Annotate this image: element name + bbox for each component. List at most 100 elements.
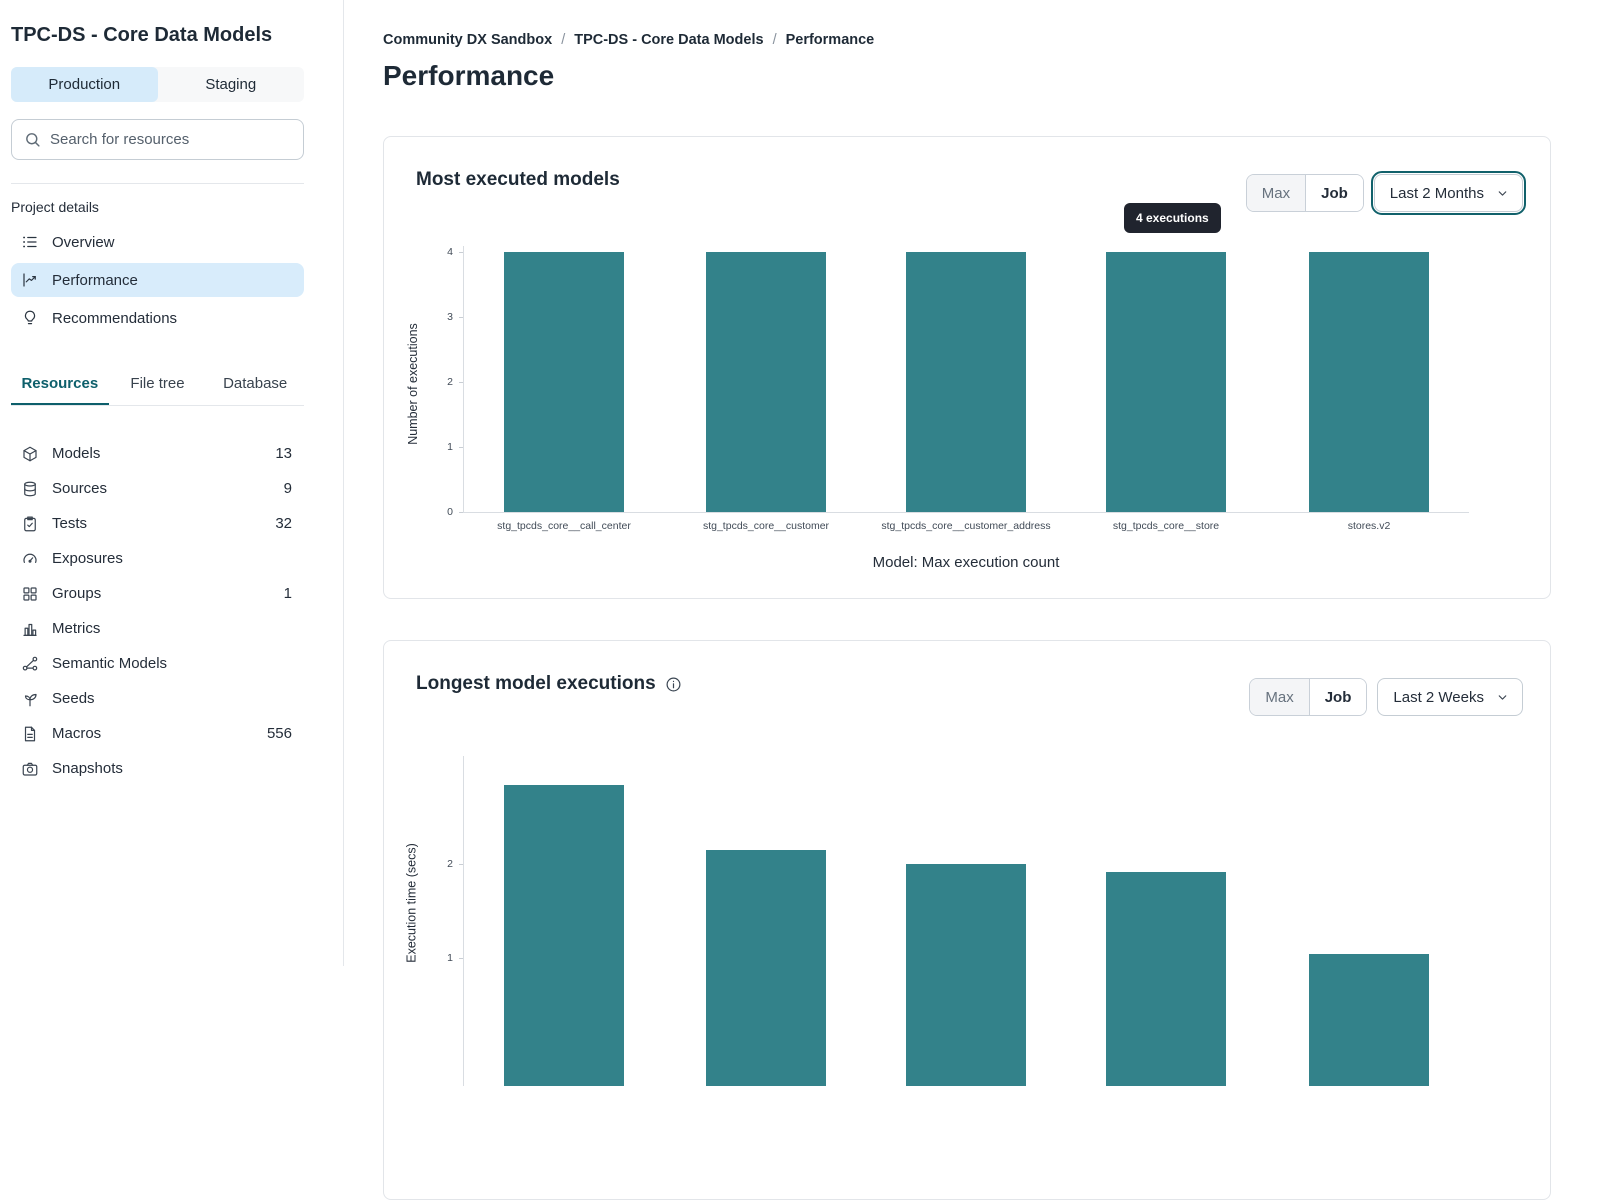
clipboard-icon: [21, 515, 39, 533]
resource-tabs: Resources File tree Database: [11, 367, 304, 406]
nav-item-label: Recommendations: [52, 309, 178, 327]
breadcrumb-link[interactable]: Community DX Sandbox: [383, 32, 553, 48]
y-tick-label: 0: [447, 506, 453, 518]
resource-count-badge: 556: [266, 725, 292, 742]
cube-icon: [21, 445, 39, 463]
graph-icon: [21, 655, 39, 673]
resource-item-sources[interactable]: Sources 9: [11, 471, 304, 506]
breadcrumb-separator: /: [772, 32, 777, 48]
resource-item-snapshots[interactable]: Snapshots: [11, 751, 304, 786]
y-tick-mark: [459, 317, 463, 318]
file-icon: [21, 725, 39, 743]
resource-item-metrics[interactable]: Metrics: [11, 611, 304, 646]
y-tick-mark: [459, 512, 463, 513]
search-input[interactable]: [50, 131, 291, 148]
project-nav: Overview Performance Recommendations: [11, 225, 304, 335]
resource-item-semantic-models[interactable]: Semantic Models: [11, 646, 304, 681]
sidebar-item-recommendations[interactable]: Recommendations: [11, 301, 304, 335]
nav-item-label: Overview: [52, 233, 115, 251]
resource-count-badge: 1: [283, 585, 292, 602]
y-axis-line: [463, 246, 464, 512]
tab-file-tree[interactable]: File tree: [130, 375, 185, 392]
sidebar: TPC-DS - Core Data Models Production Stag…: [0, 0, 344, 966]
chart1-timerange-dropdown[interactable]: Last 2 Months: [1370, 171, 1527, 215]
longest-model-executions-card: Longest model executions Max Job Last 2 …: [383, 640, 1551, 1200]
breadcrumb-link[interactable]: TPC-DS - Core Data Models: [574, 32, 764, 48]
chart2-toggle-group: Max Job: [1249, 678, 1368, 716]
x-tick-label: stg_tpcds_core__customer_address: [881, 520, 1051, 532]
y-tick-label: 4: [447, 246, 453, 258]
chart2-controls: Max Job Last 2 Weeks: [1249, 678, 1523, 716]
bar-stores.v2[interactable]: [1309, 252, 1429, 512]
y-tick-label: 1: [447, 441, 453, 453]
chart1-toggle-group: Max Job: [1245, 174, 1364, 212]
resource-item-exposures[interactable]: Exposures: [11, 541, 304, 576]
bar-model-5[interactable]: [1309, 953, 1429, 1086]
y-tick-mark: [459, 957, 463, 959]
chart2-plot: 1 2 Execution time (secs): [384, 641, 1550, 1199]
x-tick-label: stg_tpcds_core__customer: [702, 520, 830, 532]
y-tick-label: 1: [447, 951, 453, 964]
chevron-down-icon: [1498, 190, 1507, 196]
bar-stg_tpcds_core__store[interactable]: [1106, 252, 1226, 512]
chart1-controls: Max Job Last 2 Months: [1245, 171, 1527, 215]
bar-model-1[interactable]: [504, 784, 624, 1086]
nav-item-label: Performance: [52, 271, 138, 289]
env-tab-production[interactable]: Production: [11, 67, 158, 102]
bar-model-3[interactable]: [906, 863, 1026, 1086]
chart-tooltip: 4 executions: [1124, 203, 1221, 233]
bar-model-4[interactable]: [1106, 872, 1226, 1086]
chart1-plot: 0 1 2 3 4 stg_tpcds_core__call_center stg_tpcd…: [384, 137, 1550, 598]
resource-item-seeds[interactable]: Seeds: [11, 681, 304, 716]
chart1-job-button[interactable]: Job: [1306, 175, 1363, 211]
resource-item-label: Exposures: [52, 550, 123, 567]
resource-item-models[interactable]: Models 13: [11, 436, 304, 471]
chart-line-icon: [21, 271, 39, 289]
tab-database[interactable]: Database: [223, 375, 288, 392]
environment-tabs: Production Staging: [11, 67, 304, 102]
bar-chart-icon: [21, 620, 39, 638]
chart1-max-button[interactable]: Max: [1246, 175, 1307, 211]
x-tick-label: stg_tpcds_core__call_center: [497, 520, 631, 532]
resource-item-macros[interactable]: Macros 556: [11, 716, 304, 751]
resource-count-badge: 32: [275, 515, 292, 532]
x-tick-label: stg_tpcds_core__store: [1112, 520, 1220, 532]
y-axis-title: Execution time (secs): [404, 843, 419, 963]
resource-list: Models 13 Sources 9 Tests 32 Exposures Groups 1 M…: [11, 436, 304, 786]
main-content: Community DX Sandbox / TPC-DS - Core Data …: [344, 0, 1621, 1200]
gauge-icon: [21, 550, 39, 568]
sidebar-item-overview[interactable]: Overview: [11, 225, 304, 259]
resource-item-label: Sources: [52, 480, 108, 497]
seedling-icon: [21, 690, 39, 708]
y-tick-label: 2: [447, 857, 453, 870]
y-tick-mark: [459, 382, 463, 383]
y-tick-label: 2: [447, 376, 453, 388]
chart2-job-button[interactable]: Job: [1309, 679, 1367, 715]
project-title: TPC-DS - Core Data Models: [11, 24, 273, 46]
bar-stg_tpcds_core__call_center[interactable]: [504, 252, 624, 512]
info-icon[interactable]: [665, 676, 682, 693]
tab-resources[interactable]: Resources: [11, 367, 109, 405]
chart2-timerange-dropdown[interactable]: Last 2 Weeks: [1377, 678, 1523, 716]
sidebar-item-performance[interactable]: Performance: [11, 263, 304, 297]
project-details-label: Project details: [11, 199, 99, 215]
bar-stg_tpcds_core__customer_address[interactable]: [906, 252, 1026, 512]
chart2-max-button[interactable]: Max: [1250, 679, 1310, 715]
resource-item-label: Snapshots: [52, 760, 123, 777]
bar-stg_tpcds_core__customer[interactable]: [706, 252, 826, 512]
resource-item-groups[interactable]: Groups 1: [11, 576, 304, 611]
y-tick-label: 3: [447, 311, 453, 323]
resource-item-tests[interactable]: Tests 32: [11, 506, 304, 541]
search-icon: [26, 133, 40, 147]
lightbulb-icon: [21, 309, 39, 327]
page-title: Performance: [383, 60, 555, 91]
resource-item-label: Models: [52, 445, 101, 462]
env-tab-staging[interactable]: Staging: [205, 76, 257, 93]
y-tick-mark: [459, 447, 463, 448]
bar-model-2[interactable]: [706, 849, 826, 1086]
resource-item-label: Groups: [52, 585, 102, 602]
camera-icon: [21, 760, 39, 778]
x-tick-label: stores.v2: [1347, 520, 1391, 532]
search-box[interactable]: [11, 119, 304, 160]
breadcrumb-current: Performance: [785, 32, 875, 48]
